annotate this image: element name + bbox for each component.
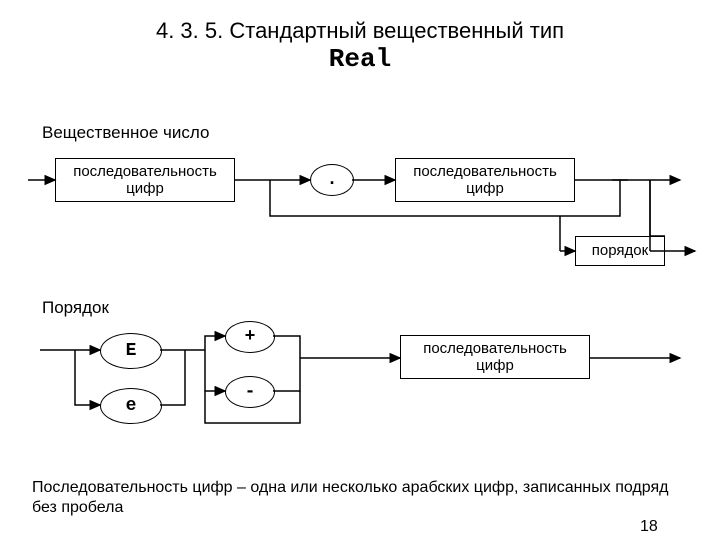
- page-number: 18: [640, 518, 658, 536]
- section1-heading: Вещественное число: [42, 123, 209, 143]
- title-line2: Real: [329, 44, 391, 74]
- box-seq-digits-2: последовательность цифр: [395, 158, 575, 202]
- title-line1: 4. 3. 5. Стандартный вещественный тип: [156, 18, 564, 43]
- oval-plus: +: [225, 321, 275, 353]
- oval-upper-e: E: [100, 333, 162, 369]
- box-order: порядок: [575, 236, 665, 266]
- box-seq-digits-3: последовательность цифр: [400, 335, 590, 379]
- footnote: Последовательность цифр – одна или неско…: [32, 478, 680, 518]
- box-seq-digits-1: последовательность цифр: [55, 158, 235, 202]
- oval-minus: -: [225, 376, 275, 408]
- oval-lower-e: e: [100, 388, 162, 424]
- section2-heading: Порядок: [42, 298, 109, 318]
- diagram-arrows: [0, 18, 720, 558]
- page-title: 4. 3. 5. Стандартный вещественный тип Re…: [0, 18, 720, 76]
- oval-dot: .: [310, 164, 354, 196]
